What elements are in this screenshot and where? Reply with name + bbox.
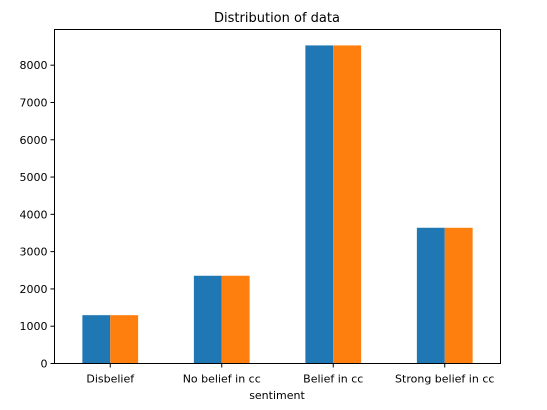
y-tick-label-5000: 5000 (20, 171, 48, 184)
bar-series-1-belief-in-cc (305, 45, 334, 364)
x-tick-label-no-belief-in-cc: No belief in cc (183, 373, 261, 386)
bar-series-2-disbelief (110, 315, 139, 364)
bar-series-1-disbelief (82, 315, 111, 364)
bar-series-2-strong-belief-in-cc (444, 227, 473, 364)
x-tick-label-belief-in-cc: Belief in cc (303, 373, 363, 386)
y-tick-label-8000: 8000 (20, 59, 48, 72)
x-axis-title: sentiment (249, 389, 305, 402)
y-tick-label-4000: 4000 (20, 208, 48, 221)
y-tick-label-6000: 6000 (20, 134, 48, 147)
y-tick-label-2000: 2000 (20, 283, 48, 296)
y-tick-label-3000: 3000 (20, 246, 48, 259)
bars-group (82, 45, 473, 364)
y-tick-label-7000: 7000 (20, 96, 48, 109)
bar-series-1-no-belief-in-cc (193, 275, 222, 364)
bar-series-1-strong-belief-in-cc (416, 227, 445, 364)
y-tick-label-1000: 1000 (20, 320, 48, 333)
x-tick-label-strong-belief-in-cc: Strong belief in cc (395, 373, 494, 386)
plot-frame (54, 29, 501, 364)
bar-series-2-no-belief-in-cc (221, 275, 250, 364)
bar-series-2-belief-in-cc (333, 45, 362, 364)
y-axis: 0 1000 2000 3000 4000 5000 6000 7000 8000 (20, 59, 55, 371)
x-tick-label-disbelief: Disbelief (86, 373, 135, 386)
y-tick-label-0: 0 (41, 358, 48, 371)
x-axis: Disbelief No belief in cc Belief in cc Stro… (86, 363, 494, 386)
chart-title: Distribution of data (214, 11, 340, 26)
